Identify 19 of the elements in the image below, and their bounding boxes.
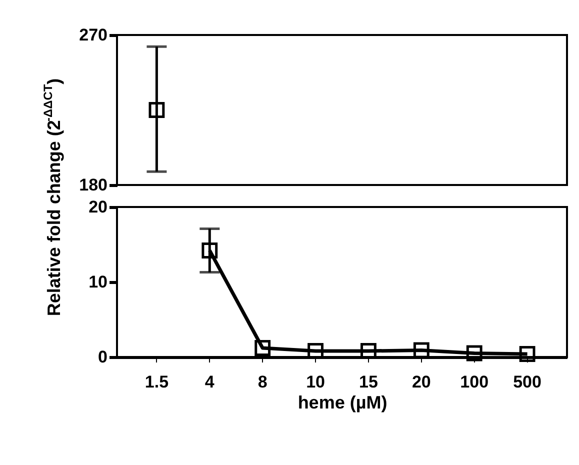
y-tick-label: 10 xyxy=(88,272,108,292)
point xyxy=(254,340,271,356)
x-tick-label: 15 xyxy=(359,372,378,392)
x-tick-label: 8 xyxy=(258,372,268,392)
x-tick-label: 20 xyxy=(412,372,431,392)
x-tick-label: 4 xyxy=(204,372,215,392)
point xyxy=(466,345,482,362)
point xyxy=(202,242,218,258)
y-tick-label: 180 xyxy=(79,176,108,194)
y-tick-label: 20 xyxy=(88,198,108,216)
x-tick-label: 100 xyxy=(460,372,489,392)
x-tick-label: 1.5 xyxy=(144,372,169,392)
y-tick-label: 270 xyxy=(79,26,108,44)
x-tick-label: 10 xyxy=(306,372,325,392)
x-axis-title: heme (µM) xyxy=(298,392,388,412)
point xyxy=(519,346,536,362)
y-tick-label: 0 xyxy=(98,348,108,366)
x-tick-label: 500 xyxy=(513,372,542,392)
y-axis-title: Relative fold change (2-ΔΔCT) xyxy=(41,78,64,316)
